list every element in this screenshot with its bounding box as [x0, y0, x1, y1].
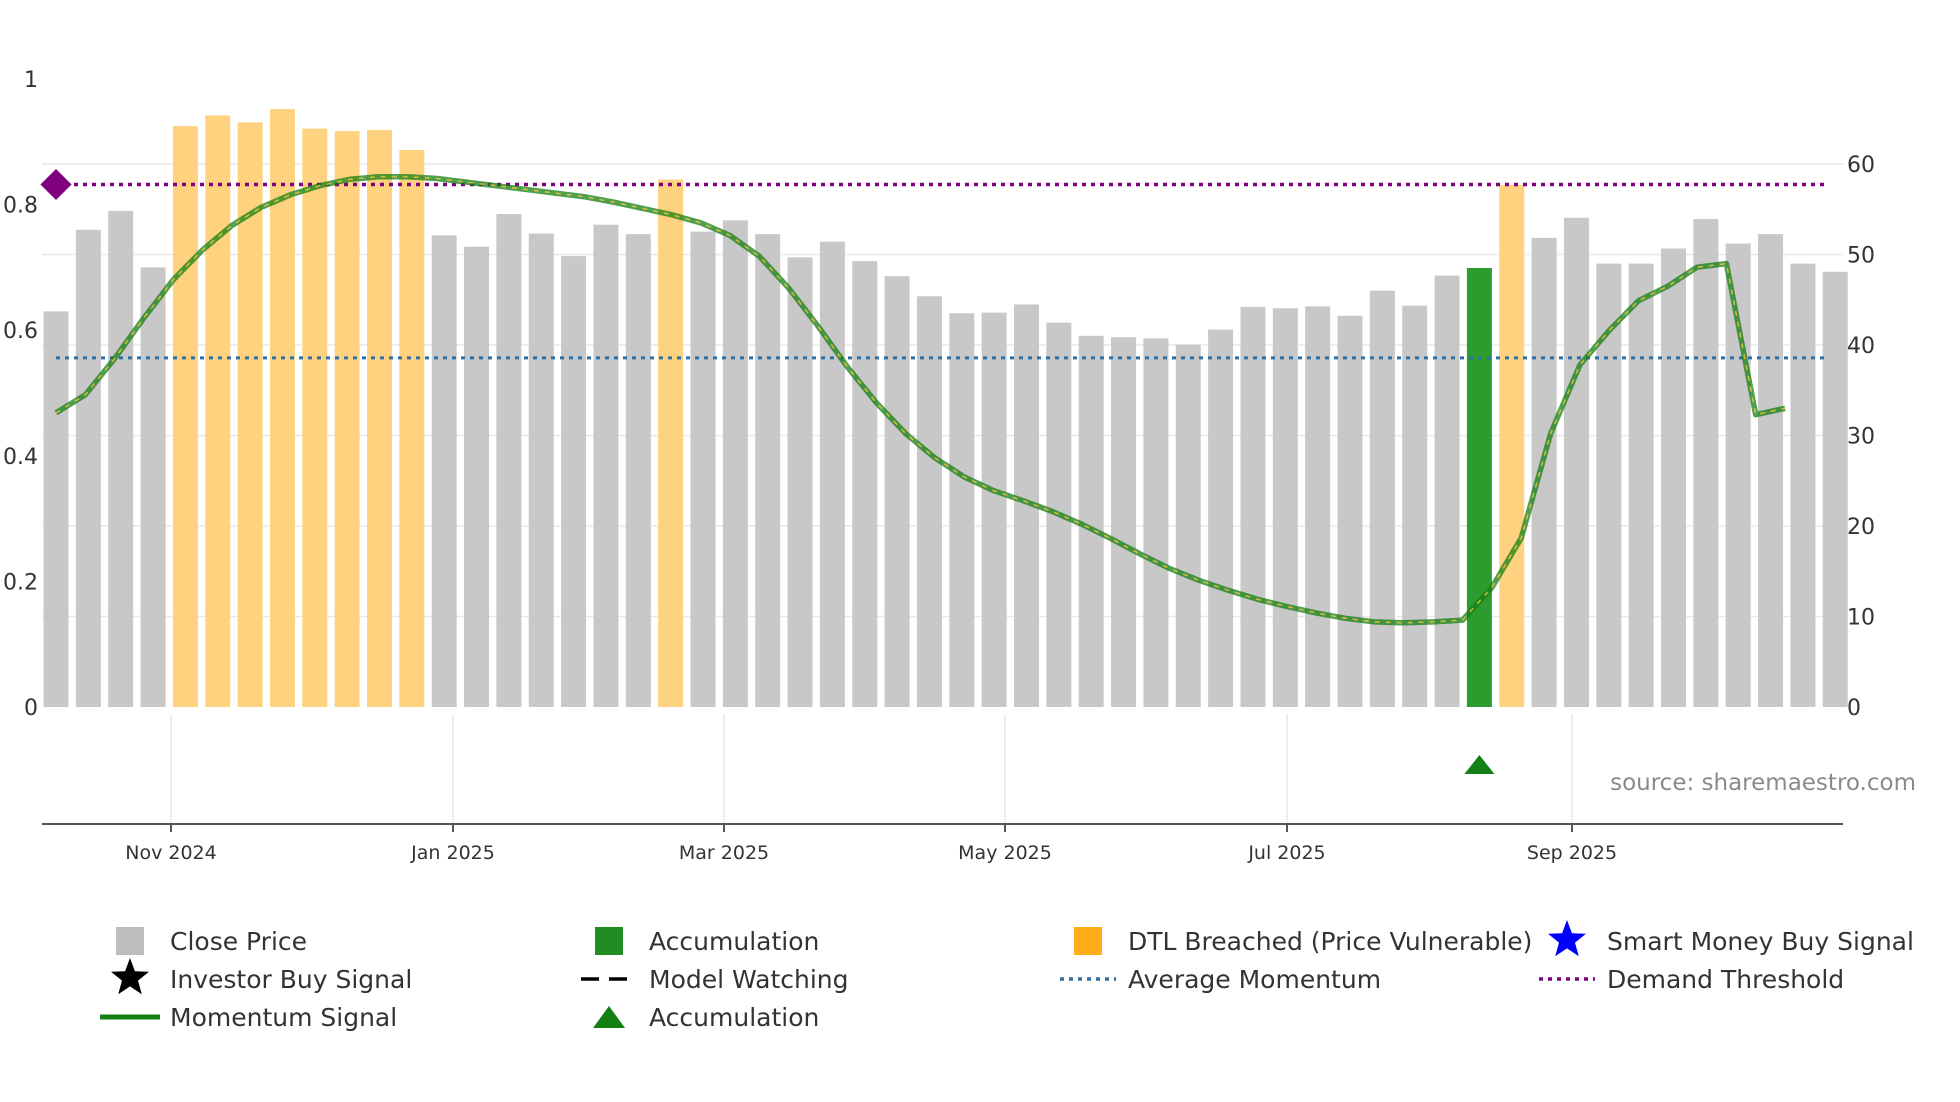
close-price-bar: [658, 179, 684, 708]
close-price-bar: [1208, 329, 1234, 707]
close-price-bar: [1111, 337, 1137, 707]
legend-star-icon: [1548, 920, 1586, 957]
close-price-bar: [1143, 338, 1169, 707]
close-price-bar: [1693, 219, 1719, 707]
close-price-bar: [75, 229, 101, 707]
close-price-bar: [43, 311, 69, 707]
legend-swatch: [116, 927, 144, 955]
right-axis-tick: 60: [1847, 153, 1875, 178]
close-price-bar: [1531, 237, 1557, 707]
close-price-bar: [108, 210, 134, 707]
legend-label: Investor Buy Signal: [170, 965, 412, 994]
close-price-bar: [852, 261, 878, 707]
legend-label: Accumulation: [649, 927, 819, 956]
legend-label: Momentum Signal: [170, 1003, 397, 1032]
legend-label: Close Price: [170, 927, 307, 956]
right-axis-tick: 20: [1847, 515, 1875, 540]
left-axis-tick: 1: [24, 68, 38, 93]
right-axis-tick: 0: [1847, 696, 1861, 721]
close-price-bar: [755, 234, 781, 707]
close-price-bar: [1305, 306, 1331, 707]
date-tick-label: Mar 2025: [679, 842, 769, 864]
close-price-bar: [302, 128, 328, 707]
left-axis-tick: 0.6: [3, 319, 38, 344]
left-axis-tick: 0.8: [3, 194, 38, 219]
legend-label: Demand Threshold: [1607, 965, 1844, 994]
close-price-bar: [496, 214, 522, 707]
legend: Close Price Accumulation DTL Breached (Pri…: [100, 920, 1914, 1032]
close-price-bar: [819, 241, 845, 708]
left-axis-tick: 0: [24, 696, 38, 721]
legend-swatch: [595, 927, 623, 955]
close-price-bar: [367, 129, 392, 708]
close-price-bar: [1822, 271, 1848, 707]
legend-label: Average Momentum: [1128, 965, 1381, 994]
close-price-bar: [528, 233, 554, 707]
date-tick-label: May 2025: [958, 842, 1052, 864]
close-price-bar: [399, 149, 425, 708]
right-axis-tick: 30: [1847, 425, 1875, 450]
close-price-bar: [431, 235, 457, 707]
close-price-bar: [1434, 275, 1460, 707]
right-axis-tick: 40: [1847, 334, 1875, 359]
close-price-bar: [625, 234, 651, 707]
close-price-bar: [1790, 263, 1816, 707]
close-price-bar: [269, 109, 295, 708]
close-price-bar: [205, 115, 231, 707]
close-price-bars: [43, 109, 1848, 708]
close-price-bar: [140, 267, 166, 707]
close-price-bar: [1272, 308, 1298, 707]
close-price-bar: [334, 131, 360, 707]
close-price-bar: [1466, 268, 1492, 707]
date-tick-label: Sep 2025: [1527, 842, 1617, 864]
momentum-band: [55, 175, 1786, 624]
close-price-bar: [787, 257, 813, 707]
right-axis-tick: 10: [1847, 606, 1875, 631]
close-price-bar: [464, 246, 490, 707]
legend-label: Smart Money Buy Signal: [1607, 927, 1914, 956]
close-price-bar: [1402, 305, 1428, 707]
legend-swatch: [1074, 927, 1102, 955]
close-price-bar: [1499, 185, 1525, 707]
legend-label: Accumulation: [649, 1003, 819, 1032]
demand-threshold-diamond: [40, 168, 72, 201]
close-price-bar: [690, 231, 716, 707]
close-price-bar: [916, 296, 942, 707]
legend-star-icon: [111, 958, 149, 995]
close-price-bar: [981, 312, 1007, 707]
left-axis-tick: 0.2: [3, 570, 38, 595]
reference-lines: [40, 168, 1828, 360]
accumulation-marker: [1464, 755, 1495, 774]
close-price-bar: [561, 256, 587, 707]
close-price-bar: [1337, 315, 1363, 707]
close-price-bar: [884, 276, 910, 707]
close-price-bar: [1661, 248, 1686, 707]
close-price-bar: [949, 313, 975, 707]
source-label: source: sharemaestro.com: [1610, 770, 1916, 796]
close-price-bar: [593, 224, 619, 708]
right-axis-tick: 50: [1847, 244, 1875, 269]
left-axis-tick: 0.4: [3, 445, 38, 470]
close-price-bar: [1628, 263, 1654, 707]
close-price-bar: [1175, 344, 1201, 707]
close-price-bar: [1078, 335, 1104, 707]
close-price-bar: [1563, 217, 1589, 707]
date-tick-label: Jul 2025: [1247, 842, 1325, 864]
close-price-bar: [1758, 234, 1784, 707]
date-tick-label: Jan 2025: [410, 842, 495, 864]
legend-triangle-icon: [593, 1006, 625, 1028]
signal-panel: Nov 2024 Jan 2025 Mar 2025 May 2025 Jul 2025…: [42, 714, 1843, 864]
momentum-signal: [54, 173, 1786, 626]
close-price-bar: [172, 126, 198, 708]
legend-label: DTL Breached (Price Vulnerable): [1128, 927, 1532, 956]
close-price-bar: [1369, 290, 1395, 707]
legend-label: Model Watching: [649, 965, 849, 994]
date-tick-label: Nov 2024: [125, 842, 216, 864]
close-price-bar: [1240, 306, 1266, 707]
close-price-bar: [722, 220, 748, 708]
